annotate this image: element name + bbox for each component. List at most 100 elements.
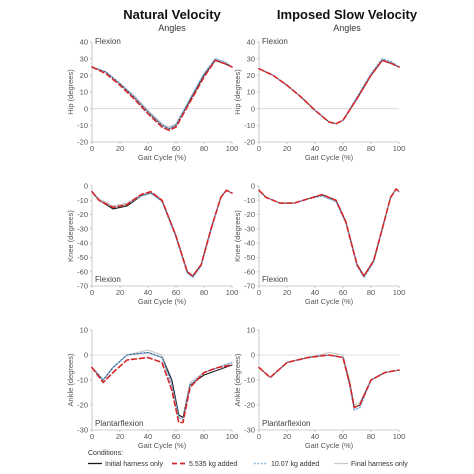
direction-annotation: Flexion <box>262 37 288 46</box>
right-column-subtitle: Angles <box>333 23 361 33</box>
y-tick-label: 0 <box>84 182 88 191</box>
x-tick-label: 40 <box>144 144 152 153</box>
series-line <box>91 59 233 132</box>
direction-annotation: Plantarflexion <box>95 419 143 428</box>
x-tick-label: 60 <box>172 288 180 297</box>
legend-heading: Conditions: <box>88 450 123 457</box>
y-tick-label: -20 <box>77 210 88 219</box>
x-tick-label: 20 <box>116 432 124 441</box>
series-line <box>258 188 400 277</box>
y-tick-label: -20 <box>244 401 255 410</box>
y-tick-label: 40 <box>247 38 255 47</box>
y-axis-label: Knee (degrees) <box>233 210 242 262</box>
series-line <box>258 188 400 277</box>
y-tick-label: -10 <box>77 196 88 205</box>
left-column-title: Natural Velocity <box>123 7 221 22</box>
x-tick-label: 60 <box>339 432 347 441</box>
x-tick-label: 0 <box>257 432 261 441</box>
y-axis-label: Ankle (degrees) <box>233 353 242 406</box>
x-tick-label: 20 <box>116 288 124 297</box>
x-axis-label: Gait Cycle (%) <box>305 297 354 306</box>
y-tick-label: 10 <box>80 88 88 97</box>
direction-annotation: Plantarflexion <box>262 419 310 428</box>
x-tick-label: 0 <box>257 144 261 153</box>
x-tick-label: 60 <box>339 144 347 153</box>
y-tick-label: -10 <box>244 376 255 385</box>
legend-label: 10.07 kg added <box>271 461 319 468</box>
series-line <box>258 351 400 406</box>
y-tick-label: 10 <box>80 326 88 335</box>
y-tick-label: -10 <box>77 121 88 130</box>
x-tick-label: 40 <box>311 144 319 153</box>
y-tick-label: 30 <box>247 54 255 63</box>
chart-panel: 0 20 40 60 80 100 0 -10 -20 -30 -40 -50 -60 -70 Gait C… <box>66 182 238 306</box>
y-tick-label: -30 <box>244 224 255 233</box>
x-tick-label: 20 <box>116 144 124 153</box>
x-axis-label: Gait Cycle (%) <box>138 297 187 306</box>
y-tick-label: -60 <box>244 267 255 276</box>
y-tick-label: 10 <box>247 88 255 97</box>
x-tick-label: 40 <box>144 432 152 441</box>
y-tick-label: -30 <box>244 426 255 435</box>
y-tick-label: 20 <box>80 71 88 80</box>
x-tick-label: 80 <box>200 288 208 297</box>
x-tick-label: 60 <box>339 288 347 297</box>
series-line <box>258 354 400 409</box>
series-line <box>91 189 233 279</box>
y-tick-label: -60 <box>77 267 88 276</box>
series-line <box>91 189 233 277</box>
y-tick-label: 30 <box>80 54 88 63</box>
y-tick-label: 40 <box>80 38 88 47</box>
x-tick-label: 80 <box>200 144 208 153</box>
y-tick-label: 20 <box>247 71 255 80</box>
x-tick-label: 0 <box>257 288 261 297</box>
y-tick-label: -20 <box>77 401 88 410</box>
series-line <box>258 354 400 409</box>
series-line <box>258 188 400 277</box>
y-tick-label: -30 <box>77 426 88 435</box>
direction-annotation: Flexion <box>95 37 121 46</box>
left-column-subtitle: Angles <box>158 23 186 33</box>
x-tick-label: 60 <box>172 144 180 153</box>
y-tick-label: 10 <box>247 326 255 335</box>
x-tick-label: 40 <box>144 288 152 297</box>
y-axis-label: Knee (degrees) <box>66 210 75 262</box>
y-axis-label: Ankle (degrees) <box>66 353 75 406</box>
legend: Conditions: Initial harness only 5.535 kg … <box>88 450 408 468</box>
y-tick-label: -30 <box>77 224 88 233</box>
y-tick-label: -50 <box>77 253 88 262</box>
x-axis-label: Gait Cycle (%) <box>305 441 354 450</box>
y-tick-label: 0 <box>251 351 255 360</box>
y-axis-label: Hip (degrees) <box>66 69 75 115</box>
series-line <box>258 354 400 411</box>
series-line <box>91 349 233 419</box>
x-tick-label: 20 <box>283 288 291 297</box>
y-tick-label: 0 <box>84 351 88 360</box>
x-tick-label: 100 <box>393 288 406 297</box>
y-tick-label: -50 <box>244 253 255 262</box>
x-tick-label: 100 <box>393 144 406 153</box>
x-tick-label: 80 <box>367 144 375 153</box>
y-tick-label: -10 <box>77 376 88 385</box>
y-tick-label: -40 <box>77 239 88 248</box>
y-tick-label: -70 <box>244 282 255 291</box>
series-line <box>91 189 233 277</box>
direction-annotation: Flexion <box>262 275 288 284</box>
series-line <box>258 59 400 125</box>
y-tick-label: -70 <box>77 282 88 291</box>
series-line <box>91 189 233 277</box>
legend-label: 5.535 kg added <box>189 461 237 468</box>
x-tick-label: 100 <box>393 432 406 441</box>
x-axis-label: Gait Cycle (%) <box>305 153 354 162</box>
x-axis-label: Gait Cycle (%) <box>138 153 187 162</box>
x-tick-label: 0 <box>90 144 94 153</box>
series-line <box>258 188 400 279</box>
x-tick-label: 80 <box>200 432 208 441</box>
y-tick-label: -10 <box>244 121 255 130</box>
series-line <box>258 58 400 125</box>
series-line <box>91 58 233 130</box>
